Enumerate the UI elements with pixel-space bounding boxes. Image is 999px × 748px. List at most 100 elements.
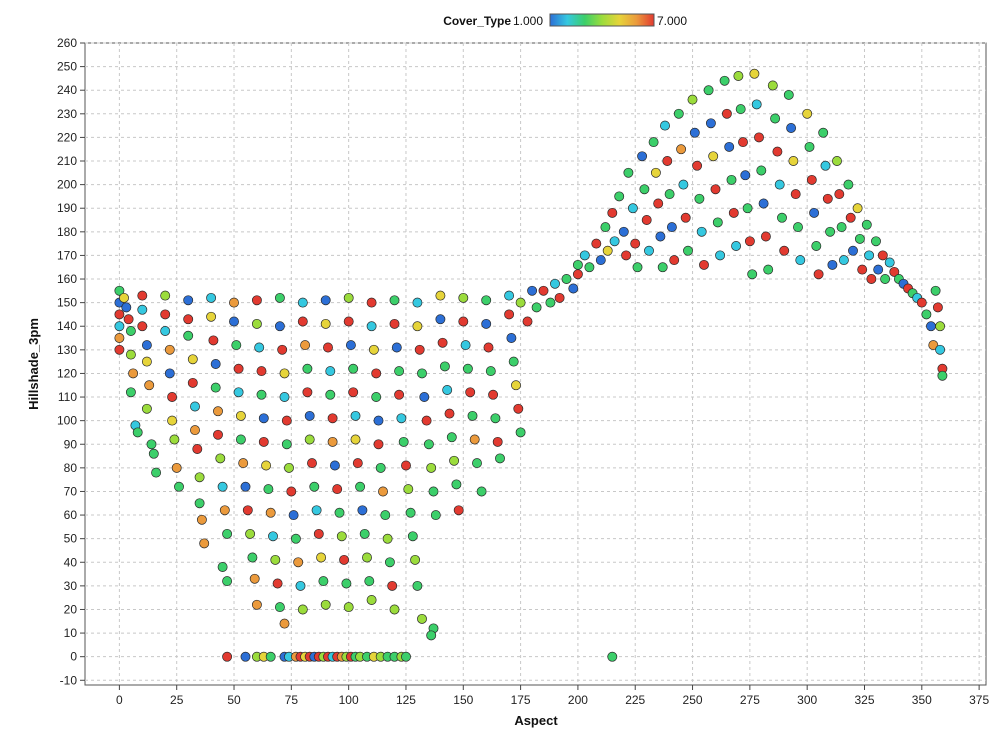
data-point — [602, 245, 613, 256]
data-point — [123, 314, 134, 325]
data-point — [233, 387, 244, 398]
data-point — [164, 368, 175, 379]
data-point — [187, 377, 198, 388]
y-tick-label: 100 — [57, 414, 77, 428]
data-point — [279, 618, 290, 629]
data-point — [579, 250, 590, 261]
data-point — [251, 318, 262, 329]
data-point — [240, 651, 251, 662]
data-point — [256, 366, 267, 377]
data-point — [492, 436, 503, 447]
data-point — [114, 344, 125, 355]
data-point — [240, 481, 251, 492]
data-point — [937, 370, 948, 381]
data-point — [712, 217, 723, 228]
data-point — [495, 453, 505, 464]
color-legend: Cover_Type 1.000 7.000 — [443, 13, 687, 28]
data-point — [222, 651, 233, 662]
y-axis-title: Hillshade_3pm — [26, 318, 41, 410]
data-point — [258, 413, 269, 424]
data-point — [744, 236, 755, 247]
data-point — [662, 156, 673, 166]
data-point — [802, 108, 813, 119]
data-point — [350, 410, 361, 421]
data-point — [407, 531, 418, 542]
data-point — [167, 392, 178, 402]
y-tick-label: -10 — [60, 673, 78, 687]
y-tick-label: 200 — [57, 178, 77, 192]
data-point — [235, 434, 246, 445]
data-point — [233, 363, 244, 374]
data-point — [852, 203, 863, 214]
y-tick-label: 160 — [57, 272, 77, 286]
data-point — [788, 156, 799, 166]
y-tick-label: 110 — [58, 390, 77, 404]
y-tick-label: 250 — [57, 60, 77, 74]
data-point — [437, 337, 448, 348]
data-point — [735, 104, 746, 115]
data-point — [838, 255, 849, 266]
data-point — [772, 146, 783, 157]
data-point — [272, 578, 283, 589]
data-point — [114, 285, 125, 296]
y-tick-label: 10 — [64, 626, 78, 640]
data-point — [481, 295, 492, 306]
data-point — [362, 552, 372, 563]
data-point — [114, 333, 125, 343]
data-point — [208, 335, 219, 346]
data-point — [836, 222, 847, 233]
data-point — [428, 486, 439, 497]
data-point — [832, 156, 842, 166]
data-point — [774, 179, 785, 190]
data-point — [417, 368, 427, 379]
data-point — [412, 321, 423, 332]
data-point — [144, 380, 155, 391]
data-point — [217, 481, 228, 492]
data-point — [389, 295, 400, 306]
y-tick-label: 220 — [57, 130, 77, 144]
data-point — [751, 99, 762, 110]
data-point — [394, 366, 405, 377]
data-point — [703, 85, 714, 96]
data-point — [724, 141, 735, 152]
data-point — [660, 120, 670, 131]
data-point — [843, 179, 854, 190]
x-axis-title: Aspect — [514, 713, 558, 728]
data-point — [401, 460, 411, 471]
data-point — [777, 212, 787, 223]
data-point — [419, 392, 430, 402]
data-point — [146, 439, 157, 450]
data-point — [508, 356, 519, 367]
data-point — [125, 387, 136, 398]
data-point — [309, 481, 320, 492]
data-point — [348, 363, 359, 374]
data-point — [391, 342, 402, 353]
data-point — [572, 259, 583, 270]
data-point — [304, 434, 315, 445]
x-tick-label: 100 — [339, 693, 359, 707]
data-point — [607, 207, 618, 218]
data-point — [373, 415, 384, 426]
data-point — [719, 75, 730, 86]
y-tick-label: 40 — [64, 555, 78, 569]
data-point — [343, 292, 354, 303]
data-point — [302, 363, 313, 374]
data-point — [210, 359, 221, 369]
data-point — [467, 410, 478, 421]
data-point — [366, 321, 377, 332]
data-point — [394, 389, 405, 400]
x-tick-label: 350 — [912, 693, 932, 707]
x-tick-label: 50 — [227, 693, 241, 707]
y-tick-label: 140 — [57, 319, 77, 333]
x-tick-label: 225 — [625, 693, 645, 707]
data-point — [554, 292, 565, 303]
data-point — [568, 283, 579, 294]
data-point — [183, 330, 194, 341]
data-point — [141, 356, 152, 367]
data-point — [137, 304, 148, 315]
data-point — [848, 245, 858, 256]
data-point — [854, 233, 865, 244]
data-point — [527, 285, 538, 296]
data-point — [733, 71, 744, 81]
data-point — [194, 472, 205, 483]
